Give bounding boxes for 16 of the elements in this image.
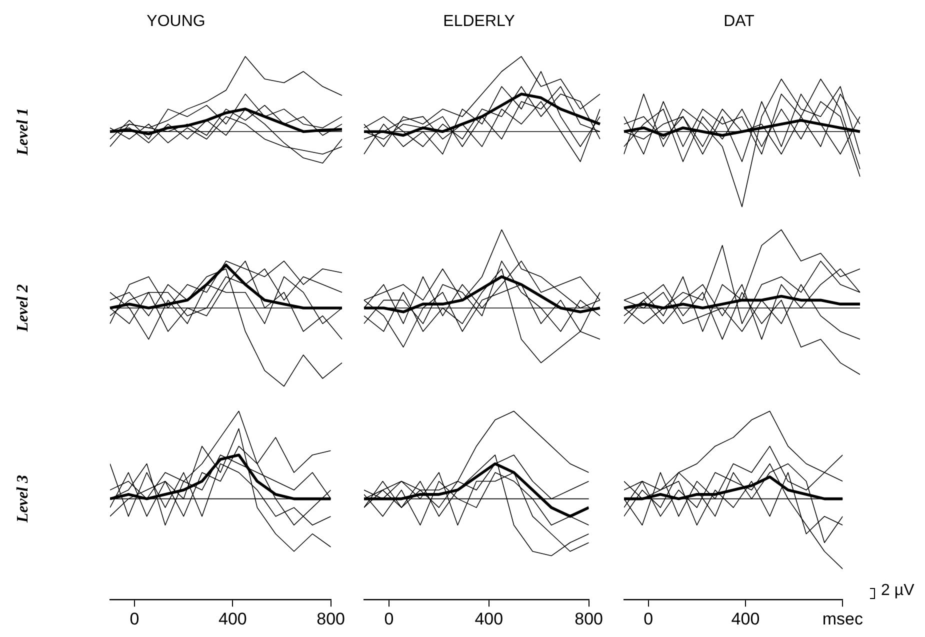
y-axis-title: Level 2 — [14, 284, 32, 333]
x-tick-label: 0 — [384, 609, 394, 628]
x-tick-label: 0 — [130, 609, 140, 628]
y-axis-title: Level 1 — [14, 108, 32, 156]
y-axis-title: Level 3 — [14, 475, 32, 524]
x-tick-label: 0 — [644, 609, 654, 628]
chart-title: YOUNG — [146, 13, 206, 30]
text: 2 µV — [881, 582, 914, 599]
chart-title: DAT — [724, 13, 755, 30]
x-tick-label: 800 — [574, 609, 604, 628]
x-tick-label: 800 — [316, 609, 346, 628]
x-tick-label: 400 — [731, 609, 760, 628]
x-tick-label: 400 — [474, 609, 504, 628]
chart-title: ELDERLY — [443, 13, 516, 30]
x-tick-label: msec — [822, 609, 864, 628]
x-tick-label: 400 — [218, 609, 247, 628]
